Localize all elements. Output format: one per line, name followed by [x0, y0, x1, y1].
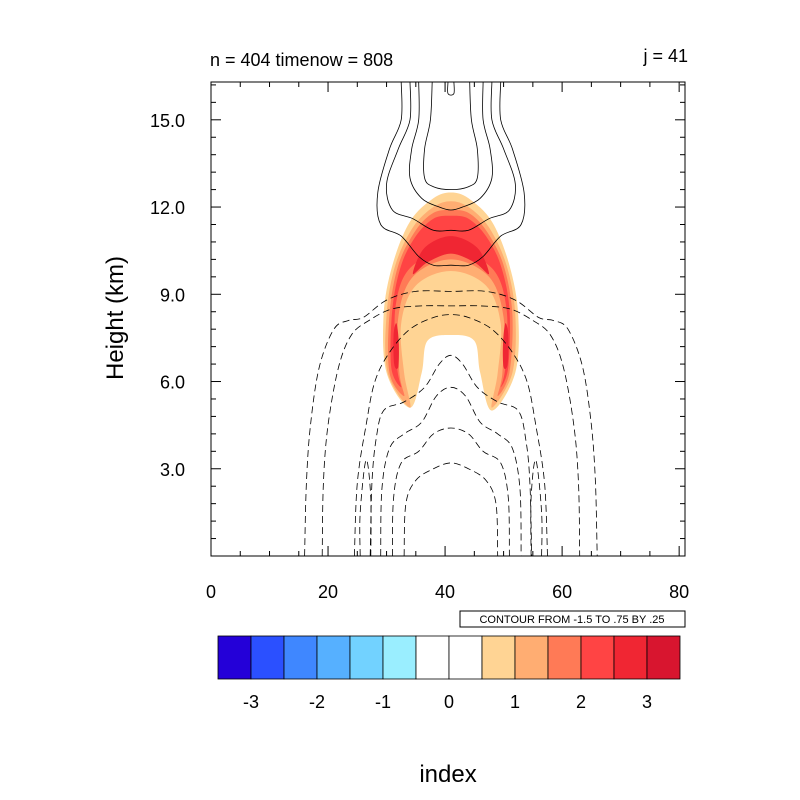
colorbar-tick-label: 1	[510, 692, 520, 712]
dashed-contour-8	[369, 354, 533, 556]
colorbar-box	[250, 635, 285, 680]
shaded-region-5	[393, 323, 399, 369]
contour-info-box	[459, 610, 686, 628]
solid-contour-0	[376, 82, 526, 267]
contour-lines	[304, 82, 598, 556]
colorbar-tick-label: -1	[375, 692, 391, 712]
colorbar-box	[382, 635, 417, 680]
title-right: j = 41	[642, 46, 688, 66]
dashed-contour-7	[354, 314, 548, 556]
colorbar-tick-label: 0	[444, 692, 454, 712]
title-left: n = 404 timenow = 808	[210, 50, 393, 70]
colorbar-box	[547, 635, 582, 680]
dashed-contour-6	[321, 305, 581, 556]
dashed-contour-10	[392, 427, 510, 556]
dashed-contour-11	[403, 462, 499, 556]
colorbar-box	[283, 635, 318, 680]
colorbar-box	[448, 635, 483, 680]
colorbar-box	[349, 635, 384, 680]
colorbar: -3 -2 -1 0 1 2 3	[217, 635, 681, 712]
colorbar-box	[316, 635, 351, 680]
x-tick-label: 0	[206, 582, 216, 602]
axis-ticks: 0 20 40 60 80 3.0 6.0 9.0 12.0 15.0	[150, 82, 689, 602]
colorbar-box	[217, 635, 252, 680]
colorbar-box	[580, 635, 615, 680]
x-tick-label: 20	[318, 582, 338, 602]
solid-contour-3	[423, 82, 479, 191]
colorbar-tick-label: -3	[243, 692, 259, 712]
colorbar-box	[646, 635, 681, 680]
x-tick-label: 80	[669, 582, 689, 602]
x-tick-label: 60	[552, 582, 572, 602]
dashed-contour-13	[530, 459, 543, 556]
solid-contour-2	[408, 82, 493, 211]
solid-contour-1	[385, 82, 516, 232]
plot-frame	[210, 81, 686, 557]
dashed-contour-5	[304, 290, 598, 556]
colorbar-box	[481, 635, 516, 680]
y-tick-label: 12.0	[150, 198, 185, 218]
colorbar-box	[514, 635, 549, 680]
colorbar-box	[613, 635, 648, 680]
dashed-contour-12	[359, 459, 372, 556]
colorbar-tick-label: -2	[309, 692, 325, 712]
colorbar-tick-label: 2	[576, 692, 586, 712]
y-tick-label: 3.0	[160, 460, 185, 480]
colorbar-tick-label: 3	[642, 692, 652, 712]
shaded-region-6	[502, 323, 509, 369]
shaded-region-4	[412, 236, 490, 275]
contour-info-text: CONTOUR FROM -1.5 TO .75 BY .25	[479, 614, 664, 626]
colorbar-box	[415, 635, 450, 680]
shaded-field	[382, 192, 519, 411]
y-axis-label: Height (km)	[102, 256, 129, 380]
solid-contour-4	[447, 82, 455, 96]
x-tick-label: 40	[435, 582, 455, 602]
y-tick-label: 6.0	[160, 373, 185, 393]
dashed-contour-9	[380, 386, 522, 556]
y-tick-label: 15.0	[150, 111, 185, 131]
y-tick-label: 9.0	[160, 285, 185, 305]
x-axis-label: index	[419, 761, 476, 788]
